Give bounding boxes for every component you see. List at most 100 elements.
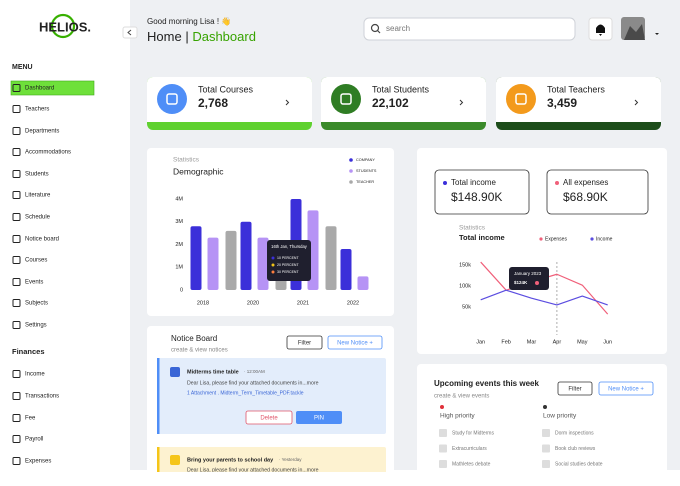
- event-checkbox[interactable]: [542, 460, 550, 468]
- event-item: Mathletes debate: [452, 461, 491, 467]
- priority-dot: [440, 405, 444, 409]
- menu-item[interactable]: Transactions: [25, 394, 59, 400]
- menu-item[interactable]: Literature: [25, 193, 51, 199]
- collapse-button[interactable]: [122, 26, 138, 39]
- tooltip-value: $124K: [514, 280, 528, 285]
- priority-title: High priority: [440, 413, 475, 420]
- notice-title: Notice Board: [171, 334, 217, 343]
- notice-accent: [157, 358, 160, 434]
- summary-label: All expenses: [563, 178, 608, 187]
- search[interactable]: search: [363, 17, 576, 41]
- menu-icon: [12, 321, 21, 329]
- new-event-button-box[interactable]: [598, 381, 654, 396]
- legend-label: Income: [596, 236, 613, 242]
- tooltip: [509, 267, 549, 290]
- menu-item[interactable]: Settings: [25, 323, 47, 329]
- summary-value: $68.90K: [563, 190, 608, 204]
- menu-icon: [12, 191, 21, 199]
- menu-item[interactable]: Courses: [25, 258, 47, 264]
- x-tick-label: Jan: [476, 339, 485, 345]
- x-tick-label: Mar: [527, 339, 537, 345]
- menu-item[interactable]: Notice board: [25, 237, 59, 243]
- stat-label: Total Teachers: [547, 84, 605, 94]
- avatar-dropdown[interactable]: [655, 33, 659, 35]
- bar: [225, 230, 237, 290]
- legend-label: TEACHER: [356, 180, 374, 184]
- menu-item[interactable]: Subjects: [25, 301, 48, 307]
- notice-attachment[interactable]: 1 Attachment . Midterm_Term_Timetable_PD…: [187, 390, 304, 396]
- summary-box: [434, 169, 530, 215]
- event-item: Dorm inspections: [555, 430, 594, 436]
- x-tick-label: Apr: [553, 339, 562, 345]
- menu-item[interactable]: Expenses: [25, 459, 51, 465]
- stat-icon: [157, 84, 187, 114]
- menu-item[interactable]: Events: [25, 280, 43, 286]
- menu-icon: [12, 392, 21, 400]
- delete-button[interactable]: Delete: [260, 415, 278, 421]
- new-event-button[interactable]: New Notice +: [608, 386, 644, 392]
- stat-chevron[interactable]: [285, 99, 290, 106]
- menu-item[interactable]: Students: [25, 172, 49, 178]
- menu-item[interactable]: Payroll: [25, 437, 43, 443]
- menu-item[interactable]: Schedule: [25, 215, 51, 221]
- new-notice-button[interactable]: New Notice +: [337, 340, 373, 346]
- notice-item-body: Dear Lisa, please find your attached doc…: [187, 467, 319, 473]
- menu-item[interactable]: Income: [25, 372, 45, 378]
- breadcrumb: Home | Dashboard: [147, 29, 256, 44]
- avatar-shade: [624, 24, 645, 40]
- tooltip-row: 30 PERCENT: [277, 270, 299, 274]
- event-checkbox[interactable]: [439, 460, 447, 468]
- event-item: Study for Midterms: [452, 430, 494, 436]
- y-tick-label: 100k: [459, 283, 471, 289]
- notifications[interactable]: [588, 17, 613, 41]
- notice-icon: [170, 455, 180, 465]
- x-tick-label: 2021: [297, 300, 309, 306]
- x-tick-label: 2020: [247, 300, 259, 306]
- search-box[interactable]: [363, 17, 576, 41]
- filter-button[interactable]: Filter: [568, 386, 581, 392]
- stat-chevron[interactable]: [634, 99, 639, 106]
- stat-chevron[interactable]: [459, 99, 464, 106]
- stat-card-fill: [496, 112, 661, 122]
- notice-item-time: · Yesterday: [279, 457, 302, 462]
- events-title: Upcoming events this week: [434, 379, 539, 388]
- legend-label: STUDENTS: [356, 169, 377, 173]
- breadcrumb-home[interactable]: Home: [147, 29, 182, 44]
- notice-subtitle: create & view notices: [171, 348, 228, 354]
- notice-accent: [157, 447, 160, 476]
- event-checkbox[interactable]: [542, 429, 550, 437]
- pin-button[interactable]: [296, 411, 342, 424]
- menu-item[interactable]: Accommodations: [25, 150, 71, 156]
- legend-dot: [539, 237, 543, 241]
- event-checkbox[interactable]: [439, 429, 447, 437]
- event-checkbox[interactable]: [439, 444, 447, 453]
- new-notice-button-box[interactable]: [327, 335, 383, 350]
- menu-icon: [12, 370, 21, 378]
- menu-icon: [12, 235, 21, 243]
- filter-button[interactable]: Filter: [298, 340, 311, 346]
- events-subtitle: create & view events: [434, 394, 489, 400]
- bar: [357, 276, 369, 290]
- filter-button-box[interactable]: [557, 381, 593, 396]
- tooltip-row: 20 PERCENT: [277, 263, 299, 267]
- event-item: Book club reviews: [555, 446, 596, 452]
- stat-card: [496, 77, 661, 122]
- delete-button-box[interactable]: [245, 410, 293, 425]
- tooltip-title: 16th Jan, Thursday: [271, 244, 308, 249]
- filter-button-box[interactable]: [286, 335, 323, 350]
- menu-icon: [12, 84, 21, 92]
- stat-card: [321, 77, 486, 122]
- menu-item[interactable]: Teachers: [25, 107, 49, 113]
- event-checkbox[interactable]: [542, 444, 550, 453]
- legend-dot: [349, 169, 353, 173]
- y-tick-label: 150k: [459, 262, 471, 268]
- menu-item[interactable]: Dashboard: [25, 86, 54, 92]
- pin-label[interactable]: PIN: [314, 415, 324, 421]
- y-tick-label: 50k: [462, 304, 471, 310]
- notice-item-body: Dear Lisa, please find your attached doc…: [187, 380, 319, 386]
- menu-item[interactable]: Departments: [25, 129, 59, 135]
- bar: [325, 226, 337, 290]
- menu-icon: [12, 278, 21, 286]
- menu-item[interactable]: Fee: [25, 416, 36, 422]
